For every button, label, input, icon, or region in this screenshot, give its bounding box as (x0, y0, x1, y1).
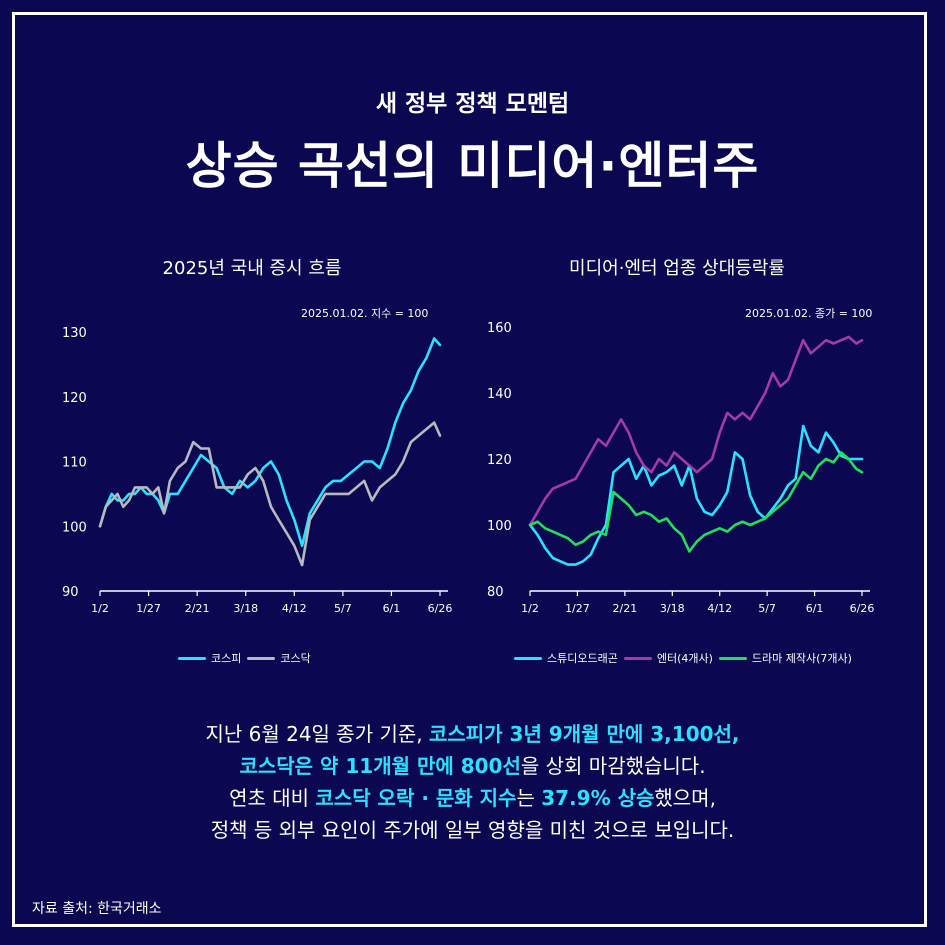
x-tick-label-4: 4/12 (282, 602, 307, 615)
legend-swatch-drama-7 (718, 656, 747, 660)
body-line-2: 코스닥은 약 11개월 만에 800선을 상회 마감했습니다. (0, 750, 945, 782)
y-tick-label-4: 160 (487, 321, 512, 336)
series-line-kosdaq (98, 421, 442, 567)
x-tick-label-7: 6/26 (850, 602, 875, 615)
y-tick-label-1: 100 (62, 520, 87, 535)
legend-item-drama-7: 드라마 제작사(7개사) (718, 650, 852, 666)
y-tick-label-0: 80 (487, 585, 504, 600)
page-title: 상승 곡선의 미디어·엔터주 (185, 137, 760, 195)
left-chart-note: 2025.01.02. 지수 = 100 (301, 307, 429, 320)
x-tick-label-5: 5/7 (334, 602, 352, 615)
body-line-2-plain: 을 상회 마감했습니다. (520, 754, 706, 778)
x-tick-label-2: 2/21 (613, 602, 638, 615)
y-tick-label-3: 140 (487, 387, 512, 402)
series-line-enter-4 (528, 335, 864, 527)
legend-item-studio-dragon: 스튜디오드래곤 (514, 650, 618, 666)
right-chart-note: 2025.01.02. 종가 = 100 (745, 307, 873, 320)
body-line-3-highlight-a: 코스닥 오락 · 문화 지수 (315, 786, 517, 810)
x-tick-label-7: 6/26 (428, 602, 453, 615)
legend-item-kosdaq: 코스닥 (247, 650, 311, 666)
body-line-3-plain-a: 연초 대비 (229, 786, 316, 810)
legend-label-studio-dragon: 스튜디오드래곤 (547, 652, 618, 665)
x-tick-label-3: 3/18 (233, 602, 258, 615)
left-chart-legend: 코스피 코스닥 (178, 650, 317, 666)
series-line-studio-dragon (528, 424, 864, 566)
legend-item-enter-4: 엔터(4개사) (623, 650, 713, 666)
right-chart-title: 미디어·엔터 업종 상대등락률 (569, 258, 785, 279)
body-line-3-plain-c: 했으며, (654, 786, 716, 810)
legend-swatch-kospi (178, 656, 206, 660)
body-line-1: 지난 6월 24일 종가 기준, 코스피가 3년 9개월 만에 3,100선, (0, 718, 945, 750)
x-tick-label-1: 1/27 (136, 602, 161, 615)
body-line-1-highlight: 코스피가 3년 9개월 만에 3,100선, (428, 722, 740, 746)
y-tick-label-0: 90 (62, 585, 79, 600)
legend-label-drama-7: 드라마 제작사(7개사) (751, 652, 852, 665)
y-tick-label-1: 100 (487, 519, 512, 534)
legend-swatch-kosdaq (247, 656, 276, 660)
page-frame (12, 12, 927, 927)
x-tick-label-0: 1/2 (521, 602, 539, 615)
body-line-3-plain-b: 는 (516, 786, 542, 810)
x-tick-label-6: 6/1 (383, 602, 401, 615)
x-tick-label-4: 4/12 (707, 602, 732, 615)
left-chart-title: 2025년 국내 증시 흐름 (162, 258, 342, 279)
body-line-4: 정책 등 외부 요인이 주가에 일부 영향을 미친 것으로 보입니다. (210, 818, 735, 842)
y-tick-label-2: 120 (487, 453, 512, 468)
body-line-3: 연초 대비 코스닥 오락 · 문화 지수는 37.9% 상승했으며, (0, 782, 945, 814)
legend-label-kosdaq: 코스닥 (280, 652, 311, 665)
body-text: 지난 6월 24일 종가 기준, 코스피가 3년 9개월 만에 3,100선, … (0, 718, 945, 846)
x-tick-label-6: 6/1 (806, 602, 824, 615)
y-tick-label-4: 130 (62, 326, 87, 341)
source-note: 자료 출처: 한국거래소 (32, 901, 162, 917)
series-line-drama-7 (528, 451, 864, 553)
body-line-3-highlight-b: 37.9% 상승 (541, 786, 655, 810)
y-tick-label-3: 120 (62, 391, 87, 406)
x-tick-label-1: 1/27 (565, 602, 590, 615)
legend-item-kospi: 코스피 (178, 650, 241, 666)
legend-swatch-studio-dragon (514, 656, 542, 660)
legend-label-kospi: 코스피 (211, 652, 242, 665)
page-subtitle: 새 정부 정책 모멘텀 (375, 91, 570, 117)
x-tick-label-5: 5/7 (758, 602, 776, 615)
y-tick-label-2: 110 (62, 456, 87, 471)
legend-label-enter-4: 엔터(4개사) (656, 652, 713, 665)
x-tick-label-0: 1/2 (91, 602, 109, 615)
legend-swatch-enter-4 (623, 656, 652, 660)
right-chart-legend: 스튜디오드래곤 엔터(4개사) 드라마 제작사(7개사) (514, 650, 858, 666)
x-tick-label-2: 2/21 (185, 602, 210, 615)
body-line-2-highlight: 코스닥은 약 11개월 만에 800선 (239, 754, 521, 778)
x-tick-label-3: 3/18 (660, 602, 685, 615)
body-line-1-plain: 지난 6월 24일 종가 기준, (205, 722, 429, 746)
